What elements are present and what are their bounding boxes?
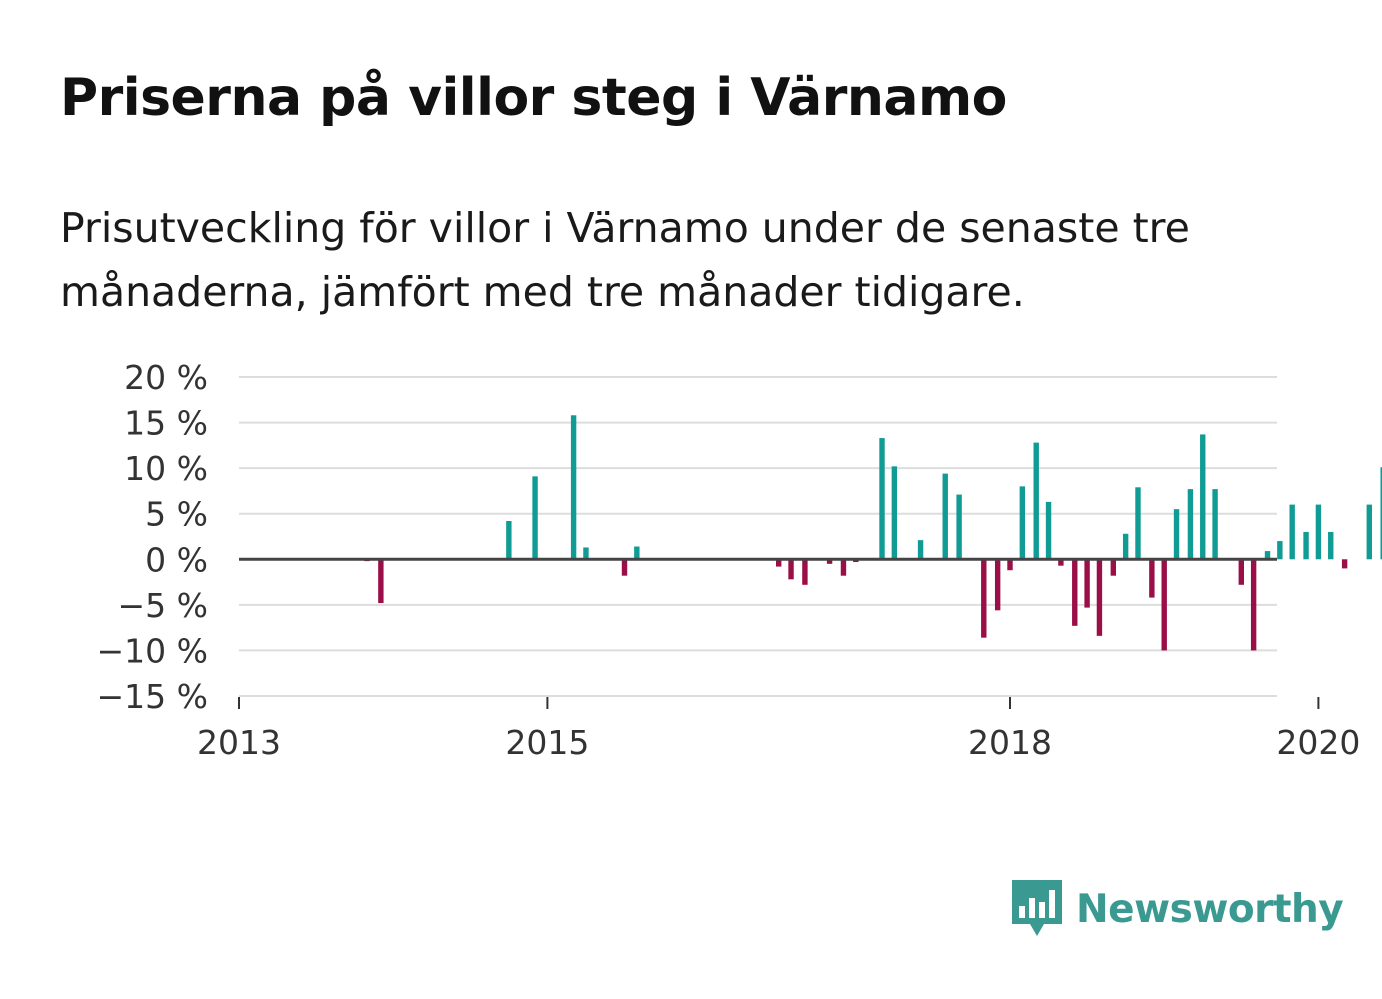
- gridlines: [239, 376, 1277, 697]
- bar-positive: [1122, 533, 1129, 560]
- bar-positive: [1045, 501, 1052, 560]
- bar-negative: [840, 559, 847, 576]
- x-tick-label: 2013: [197, 723, 281, 762]
- newsworthy-brand: Newsworthy: [1010, 878, 1344, 940]
- bar-negative: [1072, 559, 1078, 626]
- chart-subtitle: Prisutveckling för villor i Värnamo unde…: [60, 204, 1190, 316]
- y-tick-label: 0 %: [145, 540, 208, 579]
- bar-negative: [1341, 559, 1348, 569]
- bar-negative: [1149, 559, 1155, 598]
- y-tick-label: 20 %: [124, 358, 208, 397]
- bar-positive: [1212, 489, 1218, 560]
- y-tick-label: −5 %: [118, 586, 209, 625]
- bar-positive: [570, 415, 577, 560]
- bar-negative: [994, 559, 1001, 611]
- x-axis: 201320152018202020232025: [197, 697, 1360, 762]
- bar-negative: [1084, 559, 1090, 608]
- bar-negative: [1058, 559, 1064, 566]
- bar-negative: [802, 559, 808, 585]
- bar-positive: [1019, 486, 1026, 560]
- bar-positive: [532, 476, 538, 560]
- bar-positive: [1033, 442, 1039, 560]
- bar-positive: [917, 540, 924, 560]
- bar-positive: [583, 547, 589, 560]
- bar-positive: [1303, 531, 1309, 560]
- x-tick-label: 2020: [1276, 723, 1360, 762]
- chart-title: Priserna på villor steg i Värnamo: [60, 68, 1007, 128]
- bar-positive: [1328, 531, 1334, 560]
- bar-positive: [1315, 504, 1322, 560]
- bar-positive: [1200, 434, 1206, 560]
- bar-negative: [1238, 559, 1244, 585]
- y-tick-label: 5 %: [145, 495, 208, 534]
- y-tick-label: −10 %: [97, 631, 209, 670]
- bar-positive: [1135, 487, 1141, 560]
- bar-positive: [506, 521, 512, 560]
- y-tick-label: −15 %: [97, 677, 209, 716]
- bar-positive: [1366, 504, 1372, 560]
- y-tick-label: 10 %: [124, 449, 208, 488]
- x-tick-label: 2018: [968, 723, 1052, 762]
- bar-positive: [891, 466, 898, 560]
- brand-name: Newsworthy: [1076, 886, 1344, 932]
- bar-positive: [942, 473, 948, 560]
- bar-positive: [1187, 489, 1194, 560]
- x-tick-label: 2015: [505, 723, 589, 762]
- bar-positive: [634, 546, 640, 560]
- bar-negative: [1110, 559, 1117, 576]
- bar-series: [364, 415, 1382, 651]
- bar-negative: [1250, 559, 1257, 651]
- y-axis: 20 % 15 % 10 % 5 % 0 % −5 % −10 % −15 %: [97, 358, 209, 716]
- bar-positive: [956, 494, 962, 560]
- bar-positive: [879, 438, 885, 560]
- bar-negative: [1096, 559, 1103, 636]
- bar-positive: [1264, 551, 1271, 560]
- bar-negative: [378, 559, 384, 604]
- bar-negative: [1161, 559, 1167, 651]
- bar-positive: [1380, 467, 1382, 560]
- bar-negative: [621, 559, 628, 576]
- bar-negative: [776, 559, 782, 567]
- bar-negative: [788, 559, 794, 580]
- bar-positive: [1289, 504, 1295, 560]
- bar-negative: [1007, 559, 1013, 571]
- y-tick-label: 15 %: [124, 404, 208, 443]
- bar-negative: [826, 559, 833, 564]
- bar-positive: [1173, 509, 1180, 560]
- bar-positive: [1277, 541, 1283, 560]
- bar-negative: [981, 559, 987, 638]
- newsworthy-logo-icon: [1012, 880, 1062, 936]
